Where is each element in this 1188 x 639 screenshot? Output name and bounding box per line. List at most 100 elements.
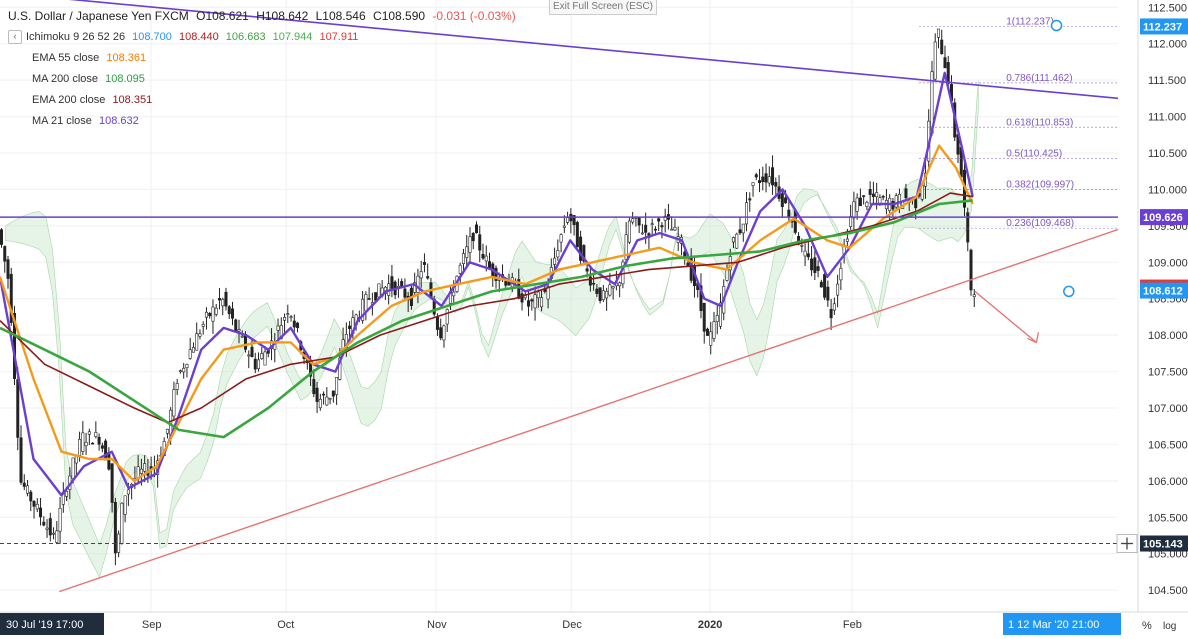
candle-body [702, 302, 706, 332]
indicator-name: Ichimoku 9 26 52 26 [26, 31, 126, 43]
candle-body [110, 463, 114, 503]
candle-body [865, 201, 869, 207]
candle-body [9, 274, 13, 323]
indicator-ichimoku[interactable]: ‹ Ichimoku 9 26 52 26 108.700 108.440 106… [8, 27, 520, 48]
candle-body [0, 229, 4, 245]
candle-body [461, 253, 465, 264]
ohlc-o: 108.621 [205, 9, 249, 23]
candle-body [673, 227, 677, 231]
candle-body [943, 57, 947, 69]
candle-body [601, 290, 605, 300]
price-tick-label: 108.000 [1148, 330, 1188, 342]
candle-body [826, 286, 830, 301]
indicator-ema55[interactable]: EMA 55 close 108.361 [8, 48, 520, 69]
candle-body [533, 294, 537, 309]
candle-body [660, 225, 664, 228]
candle-body [3, 246, 7, 262]
candle-body [400, 281, 404, 287]
candle-body [657, 218, 661, 222]
indicator-ma21[interactable]: MA 21 close 108.632 [8, 111, 520, 132]
candle-body [787, 209, 791, 218]
candle-body [84, 441, 88, 447]
ohlc-h-key: H [256, 9, 265, 23]
candle-body [732, 237, 736, 243]
candle-body [553, 257, 557, 265]
candle-body [442, 325, 446, 341]
candle-body [100, 445, 104, 449]
collapse-legend-icon[interactable]: ‹ [8, 30, 22, 45]
candle-body [751, 182, 755, 186]
candle-body [748, 198, 752, 201]
price-tick-label: 112.000 [1148, 39, 1187, 51]
indicator-value: 108.351 [112, 94, 153, 106]
candle-body [234, 319, 238, 331]
candle-body [741, 223, 745, 234]
candle-body [208, 312, 212, 317]
candle-body [813, 257, 817, 273]
candle-body [94, 432, 98, 437]
fib-label: 0.382(109.997) [1006, 180, 1074, 191]
candle-body [904, 188, 908, 199]
candle-body [224, 291, 228, 307]
candle-body [556, 250, 560, 258]
indicator-value: 108.361 [106, 52, 147, 64]
candle-body [969, 249, 973, 291]
time-tick-label: Nov [427, 619, 447, 631]
candle-body [745, 202, 749, 225]
candle-body [845, 238, 849, 242]
candle-body [315, 387, 319, 402]
candle-body [663, 215, 667, 221]
indicator-ema200[interactable]: EMA 200 close 108.351 [8, 90, 520, 111]
candle-body [296, 322, 300, 328]
candle-body [178, 370, 182, 372]
candle-body [465, 246, 469, 258]
candle-body [468, 236, 472, 253]
fib-label: 0.618(110.853) [1006, 117, 1073, 128]
price-tick-label: 106.000 [1148, 476, 1188, 488]
candle-body [139, 468, 143, 474]
candle-body [585, 268, 589, 272]
candle-body [862, 195, 866, 197]
candle-body [52, 532, 56, 535]
candle-body [172, 389, 176, 417]
exit-fullscreen-button[interactable]: Exit Full Screen (ESC) [549, 0, 657, 15]
price-tag [1140, 18, 1188, 35]
indicator-value: 108.632 [98, 115, 139, 127]
candle-body [257, 359, 261, 370]
candle-body [881, 195, 885, 198]
candle-body [45, 527, 49, 530]
candle-body [48, 518, 52, 536]
candle-body [624, 234, 628, 260]
time-scale [0, 612, 1188, 639]
indicator-value: 107.911 [319, 31, 359, 43]
candle-body [390, 276, 394, 289]
indicator-value: 108.095 [105, 73, 145, 85]
candle-body [595, 288, 599, 294]
time-tick-label: Dec [562, 619, 582, 631]
candle-body [650, 223, 654, 225]
fib-label: 0.5(110.425) [1006, 148, 1062, 159]
series-line [0, 71, 974, 497]
projection-arrow [974, 290, 1037, 343]
candle-body [338, 357, 342, 380]
price-tick-label: 110.500 [1148, 148, 1187, 160]
candle-body [871, 193, 875, 197]
candle-body [829, 308, 833, 319]
candle-body [276, 325, 280, 331]
candle-body [936, 28, 940, 38]
candle-body [445, 309, 449, 325]
indicator-ma200[interactable]: MA 200 close 108.095 [8, 69, 520, 90]
candle-body [819, 281, 823, 288]
candle-body [377, 283, 381, 298]
candle-body [582, 245, 586, 262]
candle-body [754, 174, 758, 178]
price-scale [1138, 0, 1188, 639]
candle-body [198, 333, 202, 337]
candle-body [520, 293, 524, 303]
ohlc-l-key: L [315, 9, 323, 23]
candle-body [204, 311, 208, 318]
ohlc-h: 108.642 [264, 9, 309, 23]
candle-body [318, 398, 322, 409]
price-tick-label: 112.500 [1148, 2, 1187, 14]
